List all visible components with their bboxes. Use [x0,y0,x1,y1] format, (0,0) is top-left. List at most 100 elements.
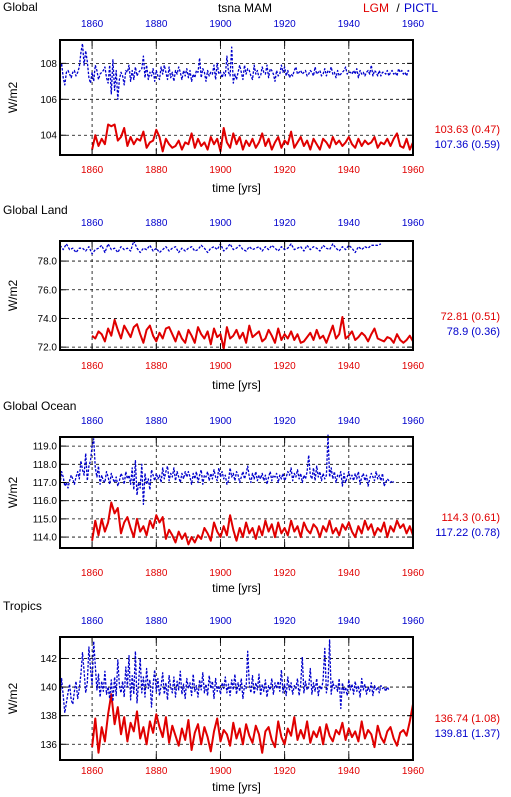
y-tick-label: 108 [40,59,57,70]
top-tick-label: 1920 [274,218,297,229]
chart-panel: Global 1860 1880 1900 1920 1940 1960 104 106 108 1… [3,0,500,195]
lgm-stats: 103.63 (0.47) [435,124,500,136]
top-tick-label: 1960 [402,218,425,229]
x-axis-label: time [yrs] [212,181,261,195]
y-tick-label: 104 [40,131,57,142]
x-tick-label: 1960 [402,766,425,777]
y-tick-label: 116.0 [33,496,58,507]
x-tick-label: 1880 [145,361,168,372]
top-tick-label: 1900 [209,19,232,30]
top-tick-label: 1900 [209,218,232,229]
series-line-lgm [91,501,414,546]
x-tick-label: 1920 [274,766,297,777]
plot-frame [59,436,414,549]
panel-title: Global Ocean [3,399,76,413]
legend-pictl: PICTL [404,1,438,15]
x-tick-label: 1880 [145,766,168,777]
y-axis-label: W/m2 [6,683,20,715]
y-tick-label: 118.0 [33,460,58,471]
top-tick-label: 1920 [274,19,297,30]
pictl-stats: 78.9 (0.36) [447,326,500,338]
y-tick-label: 74.0 [38,314,58,325]
x-tick-label: 1860 [81,766,104,777]
x-tick-label: 1920 [274,568,297,579]
x-tick-label: 1880 [145,165,168,176]
panel-title: Tropics [3,599,42,613]
y-tick-label: 142 [40,654,57,665]
lgm-stats: 72.81 (0.51) [441,311,500,323]
x-tick-label: 1860 [81,165,104,176]
x-tick-label: 1880 [145,568,168,579]
top-tick-label: 1880 [145,416,168,427]
y-tick-label: 115.0 [33,514,58,525]
series-line-lgm [91,316,414,350]
legend-lgm: LGM [363,1,389,15]
top-tick-label: 1940 [338,416,361,427]
top-tick-label: 1960 [402,19,425,30]
legend-separator: / [396,1,400,15]
y-axis-label: W/m2 [6,82,20,114]
x-tick-label: 1960 [402,568,425,579]
top-tick-label: 1880 [145,218,168,229]
top-tick-label: 1960 [402,616,425,627]
series-line-lgm [91,123,414,153]
x-tick-label: 1900 [209,361,232,372]
top-tick-label: 1940 [338,218,361,229]
x-tick-label: 1960 [402,165,425,176]
pictl-stats: 117.22 (0.78) [435,527,500,539]
series-line-pictl [59,434,395,505]
y-axis-label: W/m2 [6,477,20,509]
top-tick-label: 1860 [81,616,104,627]
y-tick-label: 106 [40,95,57,106]
x-tick-label: 1940 [338,766,361,777]
y-tick-label: 140 [40,683,57,694]
y-tick-label: 117.0 [33,478,58,489]
top-tick-label: 1920 [274,616,297,627]
top-tick-label: 1900 [209,416,232,427]
x-axis-label: time [yrs] [212,780,261,794]
top-tick-label: 1860 [81,19,104,30]
y-tick-label: 136 [40,740,57,751]
plot-frame [59,636,414,761]
panel-title: Global [3,0,38,14]
chart-panel: Global Land 1860 1880 1900 1920 1940 1960 72.0 7… [3,203,500,392]
x-tick-label: 1940 [338,361,361,372]
y-tick-label: 78.0 [38,257,58,268]
y-tick-label: 114.0 [33,533,58,544]
x-tick-label: 1860 [81,361,104,372]
panel-title: Global Land [3,203,68,217]
series-line-lgm [91,693,414,754]
figure-header: tsna MAM LGM / PICTL [218,1,438,15]
x-tick-label: 1920 [274,165,297,176]
pictl-stats: 107.36 (0.59) [435,139,500,151]
chart-panel: Tropics 1860 1880 1900 1920 1940 1960 136 138 140… [3,599,500,794]
top-tick-label: 1880 [145,616,168,627]
x-axis-label: time [yrs] [212,378,261,392]
top-tick-label: 1940 [338,19,361,30]
y-tick-label: 72.0 [38,343,58,354]
lgm-stats: 136.74 (1.08) [435,713,500,725]
y-axis-label: W/m2 [6,280,20,312]
top-tick-label: 1880 [145,19,168,30]
lgm-stats: 114.3 (0.61) [441,512,500,524]
top-tick-label: 1940 [338,616,361,627]
y-tick-label: 119.0 [33,442,58,453]
plot-frame [59,39,414,156]
plot-frame [59,240,414,351]
top-tick-label: 1860 [81,218,104,229]
top-tick-label: 1920 [274,416,297,427]
x-tick-label: 1940 [338,568,361,579]
x-axis-label: time [yrs] [212,581,261,595]
x-tick-label: 1920 [274,361,297,372]
series-line-pictl [59,42,411,100]
series-line-pictl [59,639,390,714]
y-tick-label: 76.0 [38,285,58,296]
x-tick-label: 1940 [338,165,361,176]
header-variable: tsna MAM [218,1,272,15]
top-tick-label: 1960 [402,416,425,427]
top-tick-label: 1860 [81,416,104,427]
pictl-stats: 139.81 (1.37) [435,728,500,740]
x-tick-label: 1900 [209,766,232,777]
x-tick-label: 1860 [81,568,104,579]
